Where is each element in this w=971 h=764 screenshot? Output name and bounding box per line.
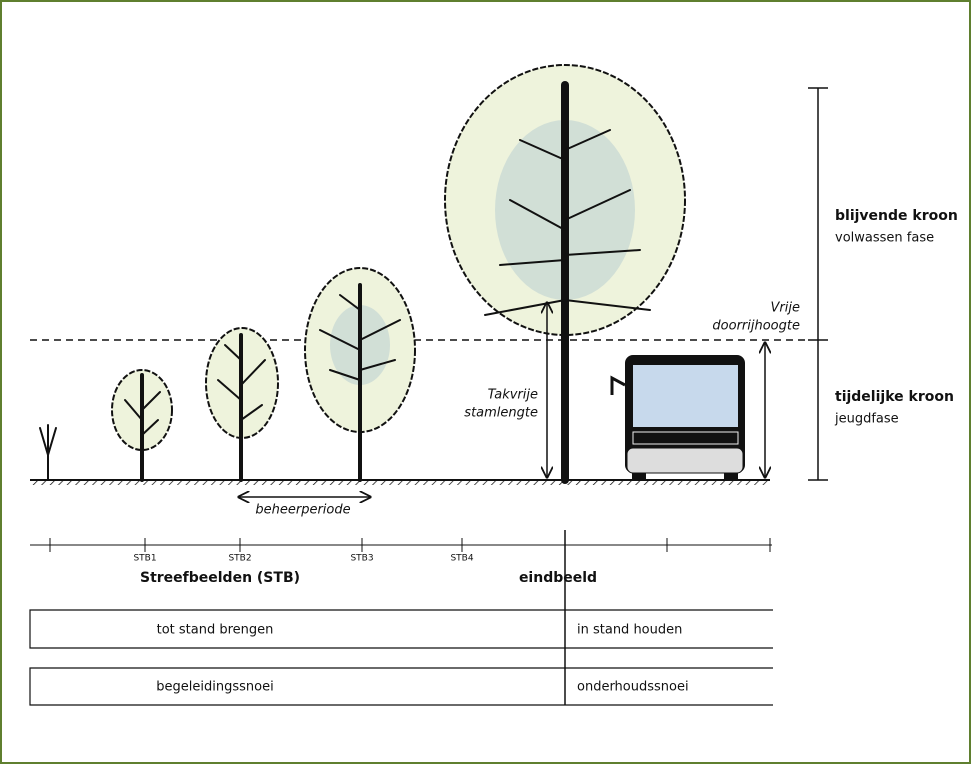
- timeline-label: eindbeeld: [519, 570, 597, 586]
- height-scale: [808, 88, 828, 480]
- label: doorrijhoogte: [712, 319, 800, 334]
- label: Takvrije: [488, 388, 538, 403]
- row-cell: onderhoudssnoei: [577, 680, 689, 695]
- tree-stb3: [305, 268, 415, 480]
- label: volwassen fase: [835, 231, 934, 246]
- tree-stb1: [112, 370, 172, 480]
- sprout: [40, 425, 56, 480]
- label: beheerperiode: [255, 503, 350, 518]
- bus: [612, 355, 745, 480]
- timeline-label: Streefbeelden (STB): [140, 570, 300, 586]
- tick-label: STB4: [450, 554, 473, 564]
- diagram: blijvende kroon volwassen fase Vrije doo…: [0, 0, 971, 764]
- label: jeugdfase: [834, 412, 899, 427]
- label: blijvende kroon: [835, 208, 958, 224]
- label: stamlengte: [464, 406, 538, 421]
- row-cell: begeleidingssnoei: [156, 680, 273, 695]
- label: tijdelijke kroon: [835, 389, 954, 405]
- tree-stb2: [206, 328, 278, 480]
- label: Vrije: [771, 301, 800, 316]
- tick-label: STB3: [350, 554, 373, 564]
- tick-label: STB2: [228, 554, 251, 564]
- tick-label: STB1: [133, 554, 156, 564]
- row-cell: tot stand brengen: [157, 623, 274, 638]
- row-cell: in stand houden: [577, 623, 682, 638]
